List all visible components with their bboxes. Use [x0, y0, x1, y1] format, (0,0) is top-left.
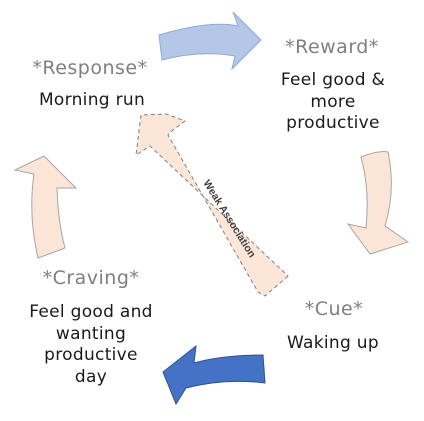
reward-description-line: Feel good & [280, 70, 386, 90]
craving-description-line: day [74, 366, 108, 387]
response-description: Morning run [17, 90, 167, 112]
reward-title: *Reward* [285, 36, 379, 58]
craving-title: *Craving* [42, 267, 140, 289]
cue-description-line: Waking up [287, 333, 379, 353]
cue-description: Waking up [270, 333, 396, 355]
craving-description-line: productive [44, 345, 138, 365]
craving-description: Feel good and wanting productive day [14, 302, 168, 388]
reward-description: Feel good & more productive [262, 70, 404, 135]
weak-association-connector [135, 113, 289, 297]
arrow-craving-to-response [13, 155, 78, 259]
cue-title: *Cue* [304, 298, 364, 320]
arrow-cue-to-craving [162, 344, 266, 406]
weak-association-label: Weak Association [200, 178, 257, 260]
response-description-line: Morning run [38, 90, 146, 110]
response-title: *Response* [32, 57, 148, 79]
reward-description-line: more [310, 91, 356, 112]
arrow-response-to-reward [158, 11, 262, 71]
arrow-reward-to-cue [346, 151, 410, 255]
reward-description-line: productive [286, 113, 380, 133]
craving-description-line: Feel good and [29, 302, 153, 322]
craving-description-line: wanting [55, 323, 127, 344]
